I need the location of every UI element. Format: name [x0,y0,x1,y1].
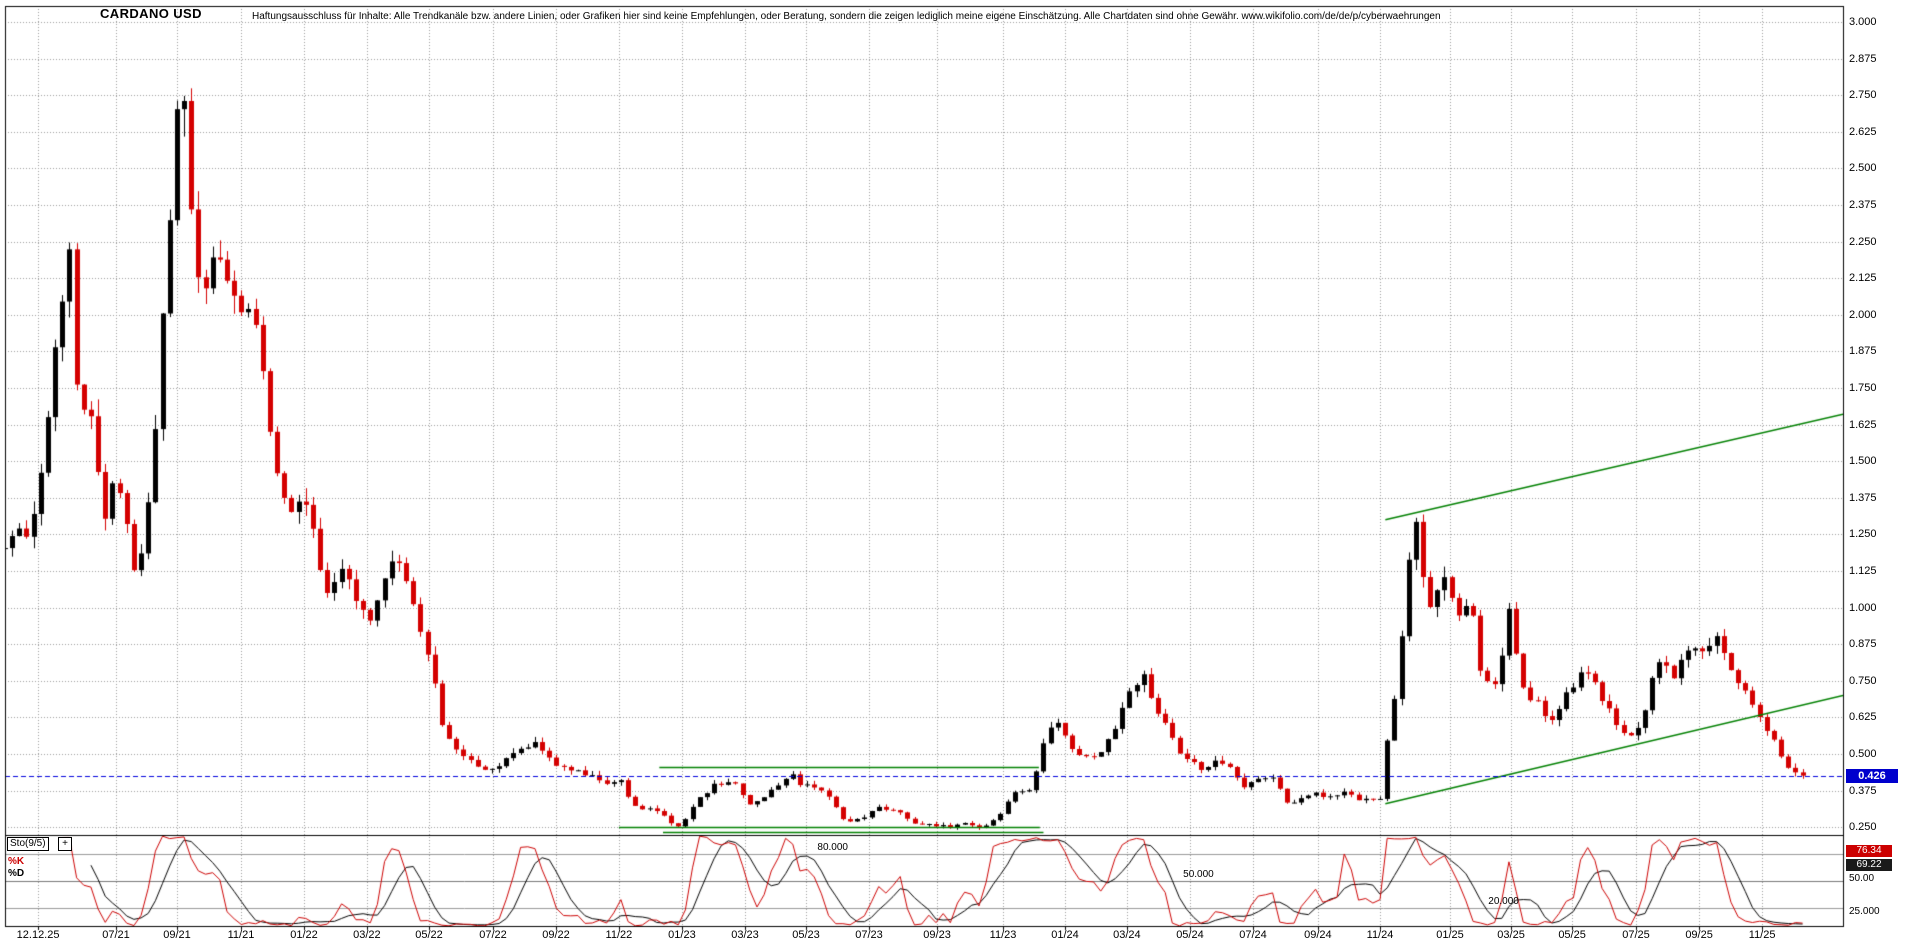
y-tick-label: 2.750 [1849,89,1877,102]
sto-level-label: 80.000 [817,842,848,853]
x-tick-label: 12.12.25 [16,929,60,941]
x-tick-label: 11/24 [1366,929,1394,941]
x-tick-label: 07/22 [479,929,507,941]
y-tick-label: 0.875 [1849,638,1877,651]
y-tick-label: 2.375 [1849,199,1877,211]
x-tick-label: 05/22 [415,929,443,941]
x-tick-label: 01/23 [668,929,696,941]
x-tick-label: 11/25 [1748,929,1776,941]
x-tick-label: 03/22 [353,929,381,941]
y-tick-label: 1.375 [1849,491,1877,504]
x-tick-label: 03/23 [731,929,759,941]
x-tick-label: 11/22 [605,929,633,941]
x-tick-label: 07/23 [855,929,883,941]
chart-title: CARDANO USD [100,6,202,21]
y-tick-label: 1.000 [1849,601,1877,614]
y-tick-label: 3.000 [1849,16,1877,28]
x-tick-label: 09/23 [923,929,951,941]
x-tick-label: 01/22 [290,929,318,941]
x-tick-label: 05/25 [1558,929,1586,941]
y-tick-label: 2.000 [1849,308,1877,321]
y-tick-label: 1.250 [1849,528,1877,541]
y-tick-label: 0.375 [1849,784,1877,797]
x-tick-label: 01/24 [1051,929,1079,941]
x-tick-label: 03/24 [1113,929,1141,941]
x-tick-label: 07/21 [102,929,130,941]
x-tick-label: 01/25 [1436,929,1464,941]
y-tick-label: 1.875 [1849,345,1877,358]
x-tick-label: 05/23 [792,929,820,941]
percent-d-value-badge: 69.22 [1846,859,1892,871]
y-tick-label: 0.250 [1849,821,1877,834]
percent-k-label: %K [8,856,25,867]
y-tick-label: 2.500 [1849,162,1877,175]
x-tick-label: 09/21 [163,929,191,941]
x-tick-label: 11/23 [989,929,1017,941]
y-tick-label: 2.625 [1849,125,1877,138]
x-tick-label: 07/24 [1239,929,1267,941]
sto-level-label: 50.000 [1183,869,1214,880]
x-tick-label: 11/21 [227,929,255,941]
y-tick-label: 0.625 [1849,711,1877,724]
x-tick-label: 09/22 [542,929,570,941]
sto-level-label: 20.000 [1488,896,1519,907]
percent-d-label: %D [8,868,25,879]
x-tick-label: 07/25 [1622,929,1650,941]
y-tick-label: 1.750 [1849,382,1877,394]
x-tick-label: 03/25 [1497,929,1525,941]
percent-k-value-badge: 76.34 [1846,845,1892,857]
x-tick-label: 09/24 [1304,929,1332,941]
y-tick-label: 0.500 [1849,748,1877,760]
y-tick-label: 2.250 [1849,235,1877,248]
sto-scale-bottom-label: 25.000 [1849,906,1880,917]
x-tick-label: 09/25 [1685,929,1713,941]
x-tick-label: 05/24 [1176,929,1204,941]
y-tick-label: 0.750 [1849,674,1877,687]
indicator-name-label: Sto(9/5) [7,837,49,851]
indicator-add-button[interactable]: + [58,837,72,851]
y-tick-label: 1.625 [1849,418,1877,431]
y-tick-label: 1.125 [1849,565,1877,577]
y-tick-label: 2.125 [1849,272,1877,285]
sto-scale-50-label: 50.00 [1849,873,1875,884]
y-tick-label: 1.500 [1849,455,1877,468]
y-tick-label: 2.875 [1849,52,1877,65]
last-price-badge: 0.426 [1846,769,1898,783]
disclaimer-text: Haftungsausschluss für Inhalte: Alle Tre… [252,11,1441,22]
